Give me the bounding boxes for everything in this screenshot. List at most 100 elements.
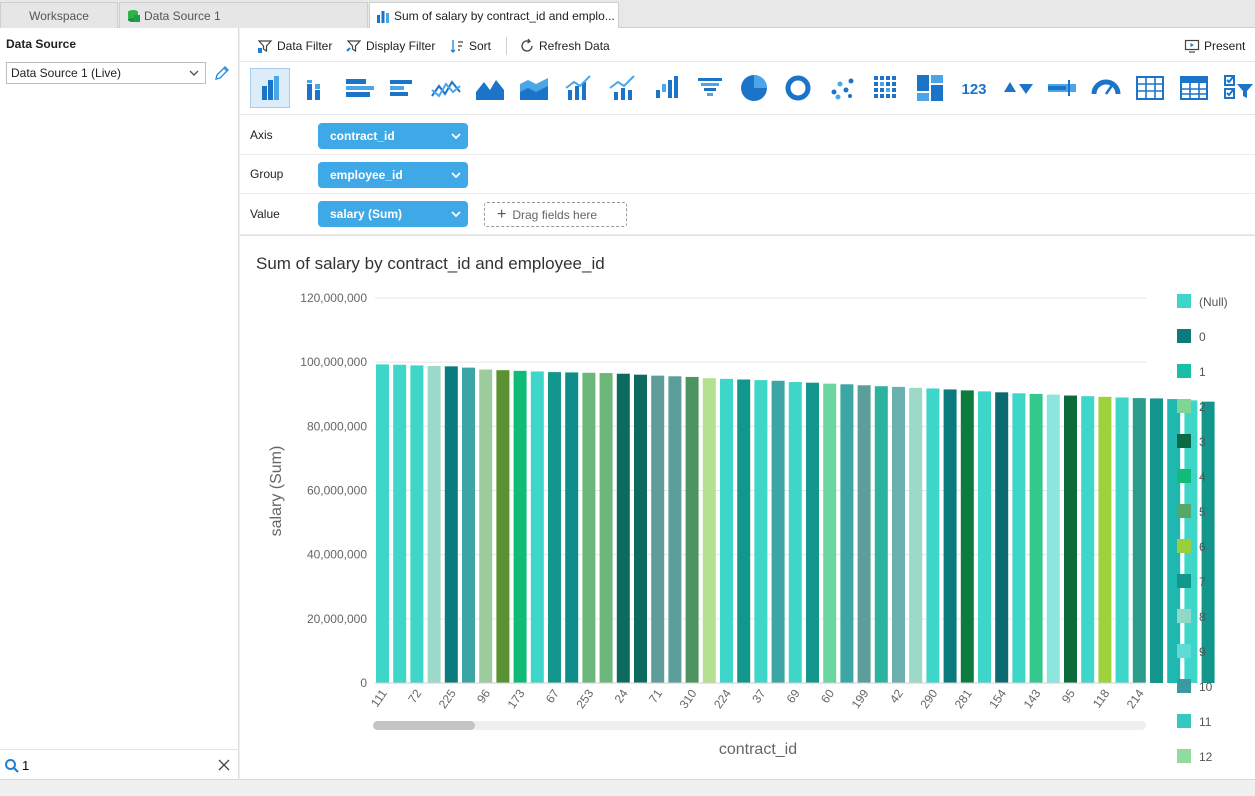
chart-type-heatmap[interactable]	[866, 68, 906, 108]
bar	[582, 372, 596, 683]
bar	[1081, 396, 1095, 683]
stacked-area-icon	[520, 78, 548, 100]
x-tick-label: 154	[986, 686, 1009, 711]
display-filter-button[interactable]: Display Filter	[346, 36, 435, 56]
search-input[interactable]	[22, 754, 212, 776]
chart-type-multi-line[interactable]	[602, 68, 642, 108]
x-axis-label: contract_id	[719, 741, 797, 758]
chart-type-line[interactable]	[426, 68, 466, 108]
value-field-pill[interactable]: salary (Sum)	[318, 201, 468, 227]
bar	[444, 366, 458, 683]
chart-type-stacked-bar[interactable]	[382, 68, 422, 108]
axis-field-pill[interactable]: contract_id	[318, 123, 468, 149]
chart-type-column[interactable]	[250, 68, 290, 108]
area-chart-icon	[476, 80, 504, 100]
data-filter-label: Data Filter	[277, 39, 333, 53]
value-label: Value	[250, 207, 280, 221]
chart-type-gauge[interactable]	[1086, 68, 1126, 108]
column-chart-icon	[262, 76, 279, 100]
number-icon: 123	[961, 81, 986, 98]
refresh-data-label: Refresh Data	[539, 39, 610, 53]
chart-type-scatter[interactable]	[822, 68, 862, 108]
chart-type-treemap[interactable]	[910, 68, 950, 108]
legend-item-label: 8	[1199, 610, 1206, 624]
group-field-pill[interactable]: employee_id	[318, 162, 468, 188]
plus-icon: +	[497, 205, 507, 223]
legend-swatch	[1177, 329, 1191, 343]
legend-item-label: 10	[1199, 680, 1213, 694]
legend-swatch	[1177, 539, 1191, 553]
chart-type-clustered-column[interactable]	[294, 68, 334, 108]
data-source-select[interactable]: Data Source 1 (Live)	[6, 62, 206, 84]
refresh-data-button[interactable]: Refresh Data	[519, 36, 610, 56]
legend-swatch	[1177, 434, 1191, 448]
bar	[1064, 395, 1077, 683]
present-button[interactable]: Present	[1184, 36, 1245, 56]
drop-hint: Drag fields here	[512, 207, 598, 222]
bar	[548, 372, 561, 683]
group-label: Group	[250, 167, 284, 181]
scrollbar-track	[373, 721, 1146, 730]
chevron-down-icon	[451, 133, 461, 140]
legend-swatch	[1177, 714, 1191, 728]
chart-type-pivot[interactable]	[1174, 68, 1214, 108]
tab-data-source[interactable]: Data Source 1	[119, 2, 368, 28]
pencil-icon[interactable]	[213, 64, 231, 82]
chart-type-bar[interactable]	[338, 68, 378, 108]
tab-chart-label: Sum of salary by contract_id and emplo..…	[394, 9, 615, 23]
bar	[427, 366, 441, 683]
chart-type-pie[interactable]	[734, 68, 774, 108]
x-tick-label: 111	[368, 686, 390, 709]
chart-type-area[interactable]	[470, 68, 510, 108]
chart-type-donut[interactable]	[778, 68, 818, 108]
tab-data-source-label: Data Source 1	[144, 8, 221, 23]
chart-type-bullet[interactable]	[1042, 68, 1082, 108]
y-tick-label: 120,000,000	[300, 291, 367, 305]
bar-chart-icon	[377, 11, 389, 23]
checkbox-filter-icon	[1224, 75, 1253, 99]
chart-type-filter[interactable]	[1218, 68, 1255, 108]
x-tick-label: 143	[1021, 686, 1044, 711]
chart-type-bar: 123	[240, 63, 1255, 115]
bar	[530, 371, 544, 683]
bar	[496, 370, 510, 683]
bar	[840, 384, 854, 683]
scrollbar-thumb[interactable]	[373, 721, 475, 730]
bar	[909, 387, 923, 683]
tab-workspace[interactable]: Workspace	[0, 2, 118, 28]
chart-type-column-line[interactable]	[558, 68, 598, 108]
chart-type-stacked-area[interactable]	[514, 68, 554, 108]
legend-swatch	[1177, 399, 1191, 413]
bar	[462, 367, 475, 683]
data-filter-button[interactable]: Data Filter	[257, 36, 332, 56]
bar	[599, 373, 613, 683]
legend-swatch	[1177, 294, 1191, 308]
bar	[1012, 393, 1026, 683]
drag-fields-dropzone[interactable]: + Drag fields here	[484, 202, 627, 227]
chart-type-waterfall[interactable]	[646, 68, 686, 108]
x-tick-label: 118	[1090, 686, 1113, 710]
display-filter-icon	[346, 40, 362, 53]
bar	[771, 380, 785, 683]
sort-button[interactable]: Sort	[449, 36, 491, 56]
bar	[823, 383, 837, 683]
chart-editor: Data Filter Display Filter Sort Refresh …	[240, 28, 1255, 779]
tab-chart[interactable]: Sum of salary by contract_id and emplo..…	[369, 2, 619, 29]
group-field-label: employee_id	[330, 168, 403, 182]
chart-type-table[interactable]	[1130, 68, 1170, 108]
x-tick-label: 199	[849, 686, 872, 711]
legend-item-label: (Null)	[1199, 295, 1228, 309]
donut-chart-icon	[785, 75, 811, 101]
legend-swatch	[1177, 364, 1191, 378]
display-filter-label: Display Filter	[366, 39, 436, 53]
tab-workspace-label: Workspace	[29, 8, 89, 23]
x-tick-label: 37	[749, 686, 768, 705]
axis-field-label: contract_id	[330, 129, 395, 143]
chart-type-up-down[interactable]	[998, 68, 1038, 108]
close-icon[interactable]	[217, 758, 231, 772]
bar	[926, 388, 940, 683]
bar	[892, 386, 905, 683]
chart-type-funnel[interactable]	[690, 68, 730, 108]
legend-swatch	[1177, 504, 1191, 518]
chart-type-kpi[interactable]: 123	[954, 68, 994, 108]
